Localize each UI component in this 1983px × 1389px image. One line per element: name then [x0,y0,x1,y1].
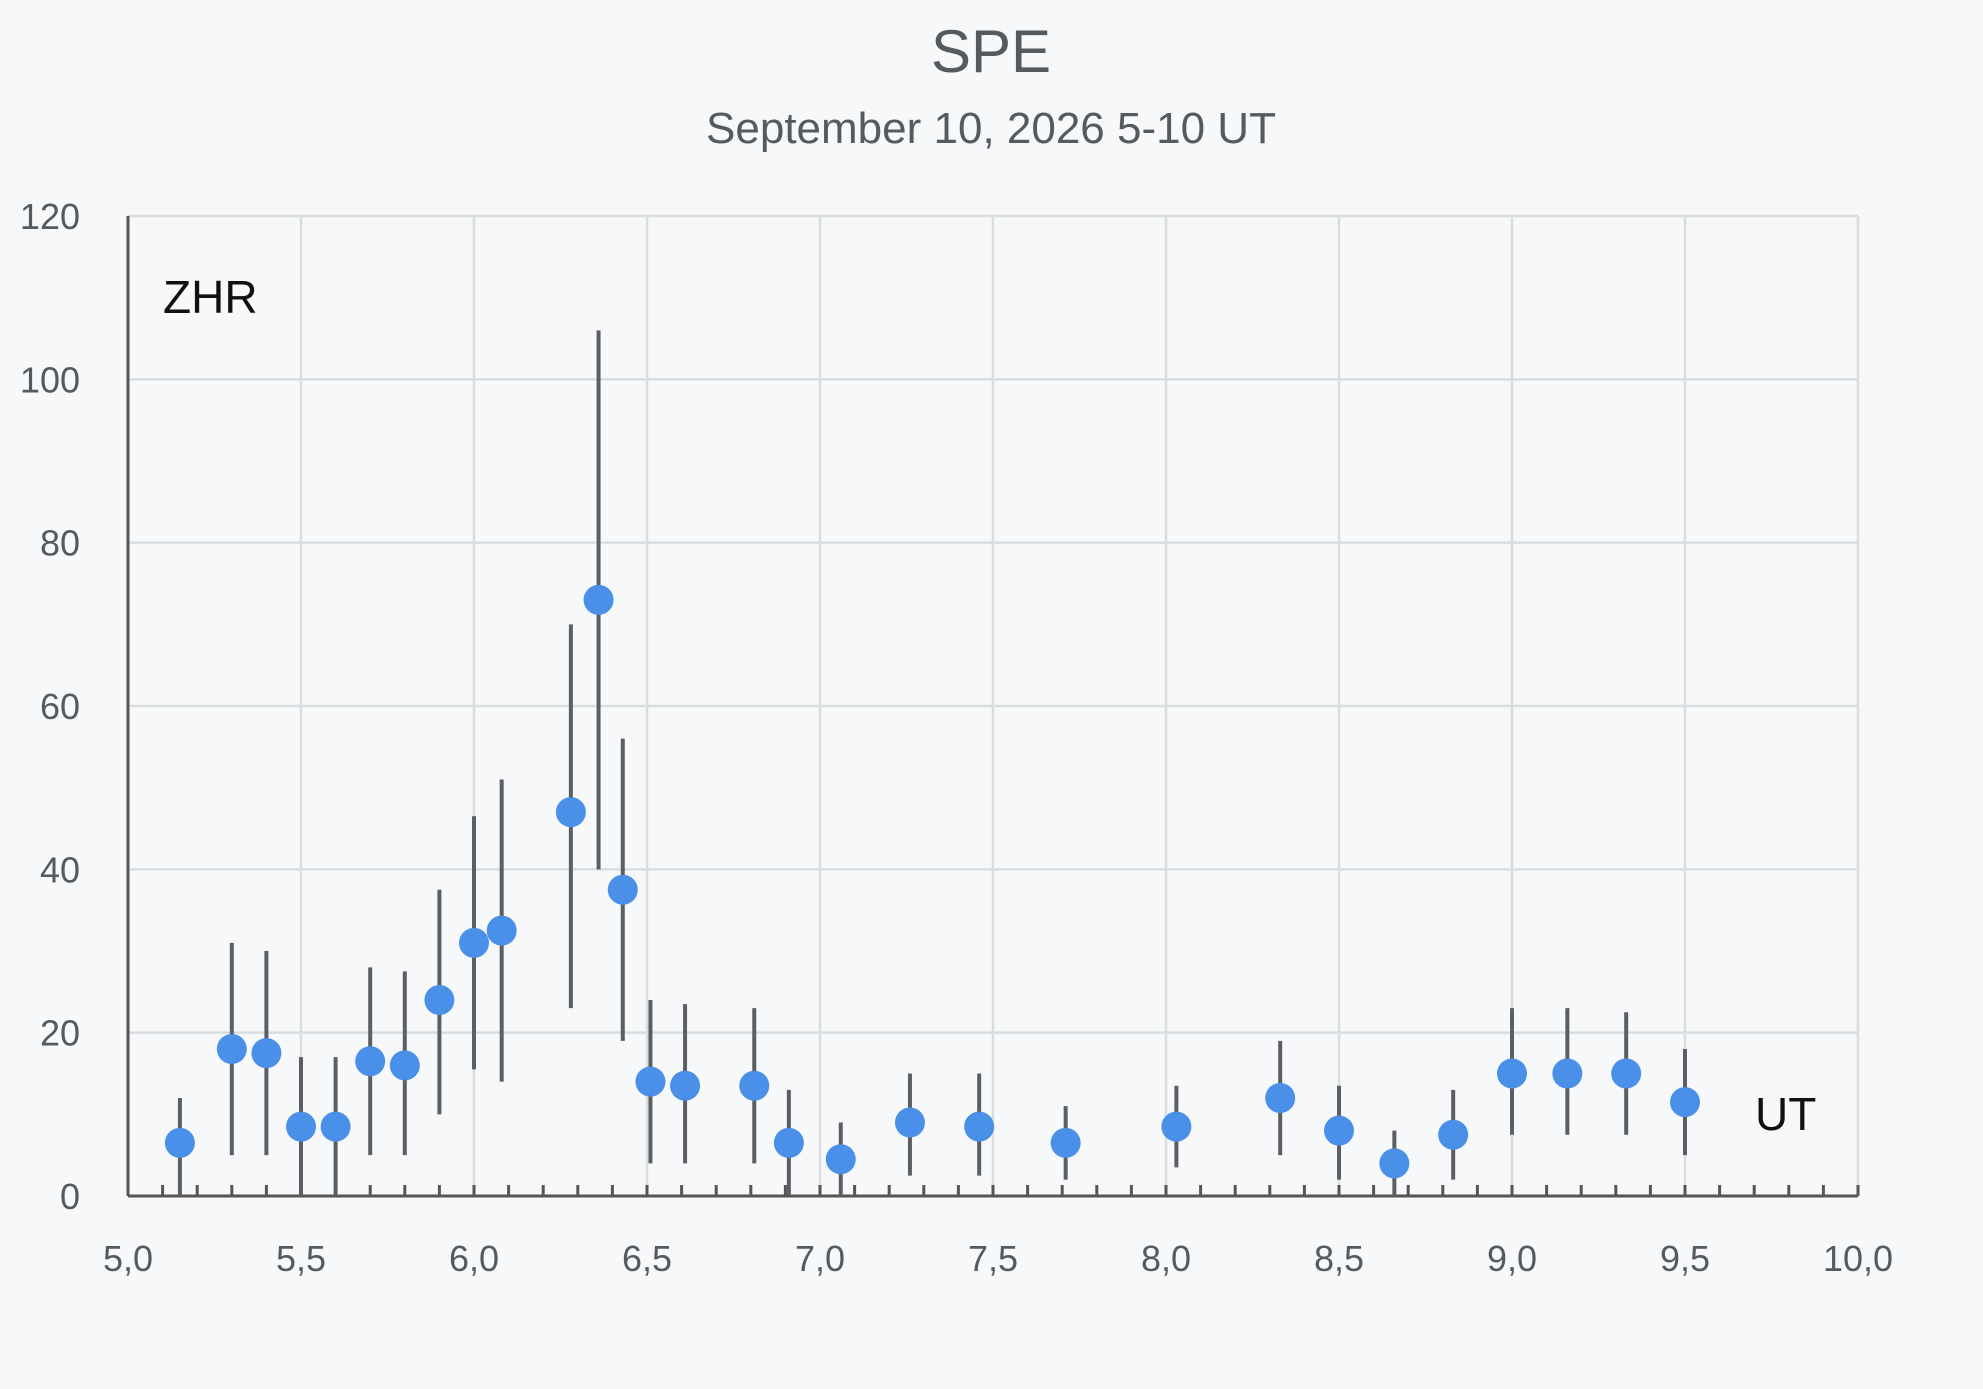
y-tick-label: 60 [40,686,80,727]
x-tick-label: 6,0 [449,1238,499,1279]
data-point [825,1144,856,1175]
x-tick-label: 8,0 [1141,1238,1191,1279]
y-tick-label: 40 [40,849,80,890]
x-tick-label: 7,0 [795,1238,845,1279]
data-point [964,1111,995,1142]
y-tick-label: 0 [60,1176,80,1217]
y-tick-label: 120 [20,196,80,237]
data-point [583,584,614,615]
x-tick-label: 6,5 [622,1238,672,1279]
grid [128,214,1860,1196]
data-point [1265,1083,1296,1113]
chart-title: SPE [931,18,1051,85]
x-tick-labels: 5,0 5,5 6,0 6,5 7,0 7,5 8,0 8,5 9,0 9,5 10,0 [103,1238,1893,1279]
chart-subtitle: September 10, 2026 5-10 UT [706,104,1276,153]
data-points [164,584,1700,1179]
y-tick-label: 80 [40,523,80,564]
y-tick-labels: 0 20 40 60 80 100 120 [20,196,80,1217]
data-point [739,1070,770,1101]
data-point [389,1050,420,1081]
data-point [1552,1058,1583,1089]
data-point [486,915,517,946]
y-tick-label: 100 [20,359,80,400]
x-tick-label: 5,0 [103,1238,153,1279]
y-axis-label: ZHR [163,271,258,323]
data-point [1611,1058,1642,1089]
data-point [1438,1119,1469,1150]
data-point [1324,1115,1354,1146]
data-point [1050,1127,1081,1158]
data-point [320,1111,351,1142]
data-point [635,1066,666,1097]
data-point [1379,1148,1410,1179]
x-tick-label: 7,5 [968,1238,1018,1279]
data-point [164,1127,195,1158]
data-point [773,1127,804,1158]
data-point [424,985,455,1015]
data-point [607,874,638,905]
data-point [459,927,489,958]
data-point [355,1046,386,1077]
data-point [251,1038,282,1069]
y-tick-label: 20 [40,1013,80,1054]
data-point [216,1034,247,1064]
data-point [1670,1087,1700,1118]
x-tick-label: 10,0 [1823,1238,1893,1279]
data-point [894,1107,925,1138]
x-tick-label: 5,5 [276,1238,326,1279]
data-point [670,1070,701,1101]
data-point [555,797,586,828]
axes [126,216,1860,1198]
data-point [1161,1111,1192,1142]
data-point [286,1111,316,1142]
x-axis-label: UT [1755,1088,1816,1140]
x-tick-label: 8,5 [1314,1238,1364,1279]
data-point [1497,1058,1527,1089]
x-tick-label: 9,5 [1660,1238,1710,1279]
x-tick-label: 9,0 [1487,1238,1537,1279]
